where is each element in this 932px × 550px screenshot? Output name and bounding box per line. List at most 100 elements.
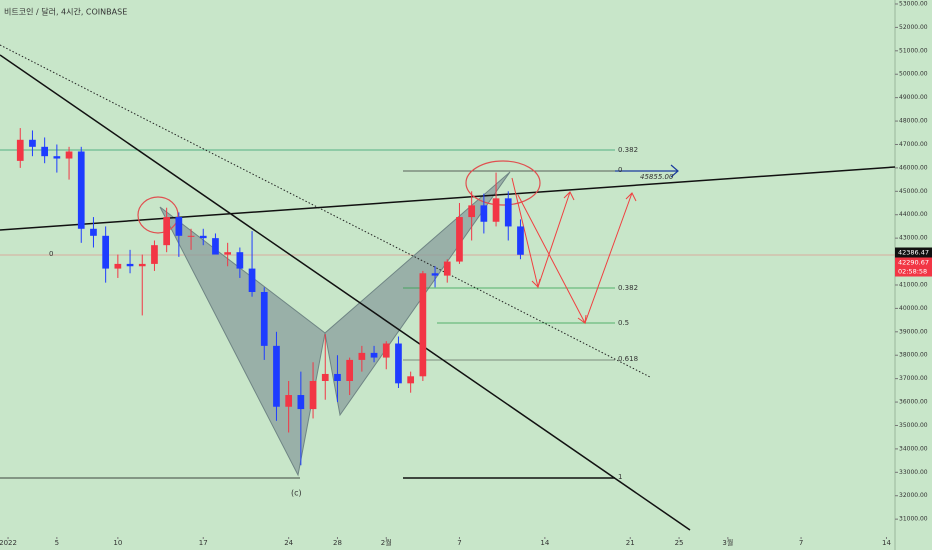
countdown-label: 02:58:58 bbox=[898, 268, 927, 276]
candle-body bbox=[456, 217, 463, 262]
y-tick-label: 32000.00 bbox=[899, 492, 928, 499]
price-label: 45855.00 bbox=[640, 173, 674, 181]
candle-body bbox=[151, 245, 158, 264]
candle-body bbox=[321, 373, 329, 381]
candle-body bbox=[358, 352, 366, 360]
candle-body bbox=[443, 261, 451, 276]
y-tick-label: 52000.00 bbox=[899, 24, 928, 31]
price-tag bbox=[895, 247, 932, 258]
y-tick-label: 33000.00 bbox=[899, 469, 928, 476]
fib-label: 0.382 bbox=[618, 146, 638, 154]
candle-body bbox=[285, 395, 293, 407]
y-tick-label: 53000.00 bbox=[899, 0, 928, 7]
y-tick-label: 48000.00 bbox=[899, 118, 928, 125]
candle-body bbox=[175, 217, 183, 236]
candle-body bbox=[114, 263, 122, 269]
candle-body bbox=[468, 205, 476, 218]
candle-body bbox=[431, 273, 439, 276]
candle-body bbox=[334, 373, 341, 381]
fib-label: 0.618 bbox=[618, 355, 638, 363]
candle-body bbox=[260, 292, 268, 346]
fib-label: 0 bbox=[49, 250, 53, 258]
trend-line bbox=[0, 54, 691, 531]
trend-line-dotted bbox=[0, 44, 651, 378]
highlight-circle bbox=[465, 160, 541, 206]
candle-body bbox=[309, 380, 317, 410]
x-tick-label: 7 bbox=[457, 539, 461, 547]
y-tick-label: 51000.00 bbox=[899, 47, 928, 54]
candle-body bbox=[407, 376, 415, 384]
y-tick-label: 45000.00 bbox=[899, 188, 928, 195]
highlight-circle bbox=[137, 196, 179, 234]
price-tag-label: 42290.67 bbox=[898, 259, 929, 267]
y-tick-label: 47000.00 bbox=[899, 141, 928, 148]
y-tick-label: 43000.00 bbox=[899, 235, 928, 242]
candle-body bbox=[236, 252, 244, 269]
y-tick-label: 35000.00 bbox=[899, 422, 928, 429]
arrow-head bbox=[670, 164, 679, 178]
y-tick-label: 38000.00 bbox=[899, 352, 928, 359]
x-tick-label: 14 bbox=[882, 539, 891, 547]
candle-body bbox=[492, 198, 500, 222]
candle-body bbox=[199, 235, 207, 239]
y-tick-label: 41000.00 bbox=[899, 281, 928, 288]
candle-body bbox=[419, 273, 427, 377]
candle-body bbox=[504, 198, 512, 227]
candle-body bbox=[212, 238, 219, 255]
x-tick-label: 2월 bbox=[381, 538, 392, 547]
x-tick-label: 2022 bbox=[0, 539, 17, 547]
x-tick-label: 5 bbox=[55, 539, 59, 547]
y-tick-label: 36000.00 bbox=[899, 399, 928, 406]
arrow-head bbox=[563, 191, 575, 201]
candle-body bbox=[248, 268, 256, 293]
candle-body bbox=[16, 139, 24, 161]
x-tick-label: 10 bbox=[113, 539, 122, 547]
candle-body bbox=[138, 263, 146, 267]
fib-label: 0.5 bbox=[618, 319, 629, 327]
fib-label: 0.382 bbox=[618, 284, 638, 292]
point-label: (c) bbox=[291, 489, 302, 498]
arrow-head bbox=[625, 192, 637, 202]
price-tag-label: 42386.47 bbox=[898, 249, 929, 257]
x-tick-label: 3월 bbox=[722, 538, 733, 547]
y-tick-label: 44000.00 bbox=[899, 211, 928, 218]
candle-body bbox=[65, 151, 73, 159]
price-tag bbox=[895, 257, 932, 277]
x-tick-label: 14 bbox=[540, 539, 549, 547]
y-tick-label: 39000.00 bbox=[899, 328, 928, 335]
y-tick-label: 31000.00 bbox=[899, 516, 928, 523]
chart-title: 비트코인 / 달러, 4시간, COINBASE bbox=[4, 7, 127, 17]
y-tick-label: 37000.00 bbox=[899, 375, 928, 382]
candle-body bbox=[224, 252, 232, 255]
candle-body bbox=[90, 228, 97, 236]
arrow-head bbox=[577, 314, 587, 324]
harmonic-xab bbox=[159, 206, 326, 477]
y-tick-label: 34000.00 bbox=[899, 445, 928, 452]
y-tick-label: 46000.00 bbox=[899, 164, 928, 171]
x-tick-label: 28 bbox=[333, 539, 342, 547]
candle-body bbox=[77, 151, 85, 229]
candle-body bbox=[297, 395, 305, 410]
candle-body bbox=[41, 146, 49, 157]
candle-body bbox=[370, 352, 378, 358]
candle-body bbox=[395, 343, 402, 384]
x-tick-label: 21 bbox=[626, 539, 635, 547]
y-tick-label: 40000.00 bbox=[899, 305, 928, 312]
x-tick-label: 24 bbox=[284, 539, 293, 547]
candle-body bbox=[187, 235, 195, 237]
candle-body bbox=[53, 156, 61, 159]
candle-body bbox=[102, 235, 110, 269]
x-tick-label: 7 bbox=[799, 539, 803, 547]
trend-line bbox=[0, 166, 896, 231]
fib-label: 1 bbox=[618, 473, 622, 481]
candle-body bbox=[273, 345, 280, 407]
arrow-head bbox=[531, 278, 541, 288]
projection-arrow bbox=[517, 192, 633, 325]
candle-body bbox=[346, 359, 354, 381]
candle-body bbox=[517, 226, 524, 255]
y-tick-label: 50000.00 bbox=[899, 71, 928, 78]
candle-body bbox=[29, 139, 36, 147]
candle-body bbox=[480, 205, 488, 222]
candle-body bbox=[163, 217, 171, 246]
